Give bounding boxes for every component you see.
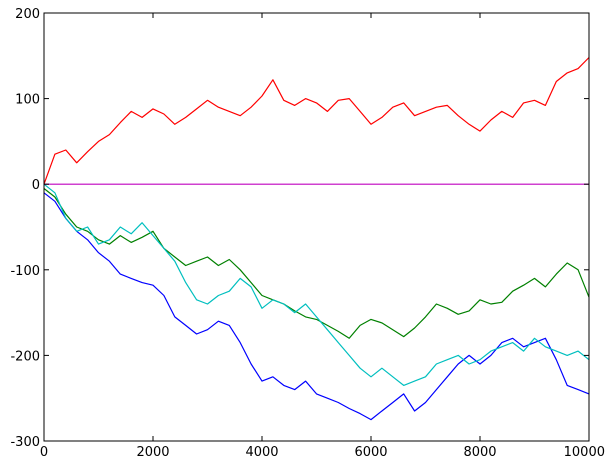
y-tick-label: -300 — [10, 435, 40, 450]
series-layer — [43, 57, 590, 421]
y-tick-label: -200 — [10, 349, 40, 364]
y-tick-label: 200 — [15, 7, 40, 22]
x-tick-label: 2000 — [136, 445, 169, 460]
axes-layer: 0 2000 4000 6000 8000 10000 200 100 0 -100 -200 -30… — [10, 7, 605, 460]
x-tick-label: 8000 — [463, 445, 496, 460]
series-line-2 — [43, 192, 590, 421]
series-line-3 — [43, 188, 590, 339]
x-tick-label: 6000 — [354, 445, 387, 460]
series-line-1 — [43, 57, 590, 185]
y-tick-label: 100 — [15, 93, 40, 108]
y-tick-label: 0 — [32, 178, 40, 193]
y-tick-label: -100 — [10, 264, 40, 279]
series-line-4 — [43, 183, 590, 386]
plot-frame — [43, 12, 590, 442]
x-tick-label: 10000 — [564, 445, 605, 460]
x-tick-label: 4000 — [245, 445, 278, 460]
x-tick-label: 0 — [40, 445, 48, 460]
